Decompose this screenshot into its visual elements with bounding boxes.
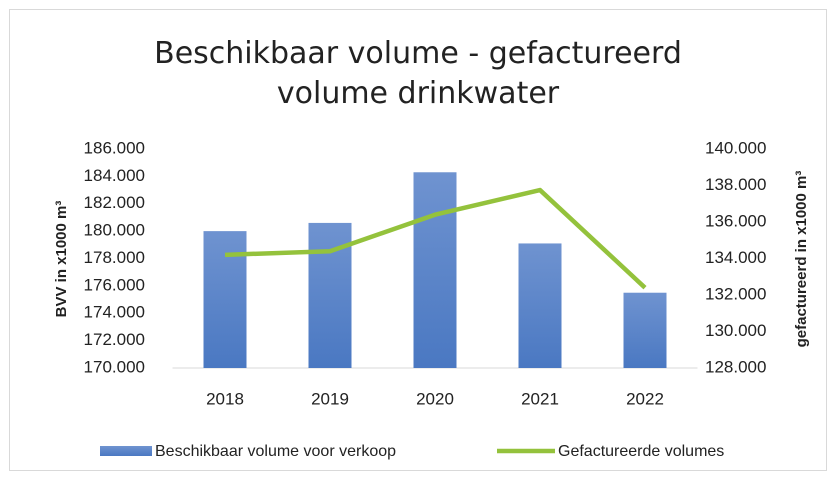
legend-swatch bbox=[100, 446, 152, 456]
y-tick-label: 180.000 bbox=[84, 221, 145, 240]
y2-tick-label: 134.000 bbox=[705, 248, 766, 267]
y-tick-label: 186.000 bbox=[84, 138, 145, 157]
y2-tick-label: 132.000 bbox=[705, 284, 766, 303]
y-tick-label: 182.000 bbox=[84, 193, 145, 212]
y-tick-label: 184.000 bbox=[84, 166, 145, 185]
y2-tick-label: 138.000 bbox=[705, 175, 766, 194]
chart-title: Beschikbaar volume - gefactureerd volume… bbox=[154, 36, 682, 111]
x-tick-label: 2022 bbox=[626, 389, 664, 408]
legend-label: Beschikbaar volume voor verkoop bbox=[155, 443, 396, 460]
line bbox=[224, 187, 647, 290]
y2-tick-label: 136.000 bbox=[705, 211, 766, 230]
y-tick-label: 170.000 bbox=[84, 357, 145, 376]
y2-tick-label: 128.000 bbox=[705, 357, 766, 376]
bar bbox=[623, 292, 667, 368]
y-axis-title: BVV in x1000 m³ bbox=[53, 201, 70, 318]
bar bbox=[203, 231, 247, 368]
y2-tick-label: 140.000 bbox=[705, 138, 766, 157]
x-tick-label: 2020 bbox=[416, 389, 454, 408]
bar bbox=[518, 243, 562, 368]
y-tick-label: 172.000 bbox=[84, 330, 145, 349]
y-tick-label: 174.000 bbox=[84, 303, 145, 322]
legend-label: Gefactureerde volumes bbox=[558, 443, 724, 460]
y2-axis-title: gefactureerd in x1000 m³ bbox=[793, 171, 810, 348]
bar bbox=[413, 172, 457, 368]
y2-tick-label: 130.000 bbox=[705, 321, 766, 340]
x-tick-label: 2018 bbox=[206, 389, 244, 408]
x-tick-label: 2021 bbox=[521, 389, 559, 408]
y-tick-label: 178.000 bbox=[84, 248, 145, 267]
y-tick-label: 176.000 bbox=[84, 275, 145, 294]
x-tick-label: 2019 bbox=[311, 389, 349, 408]
